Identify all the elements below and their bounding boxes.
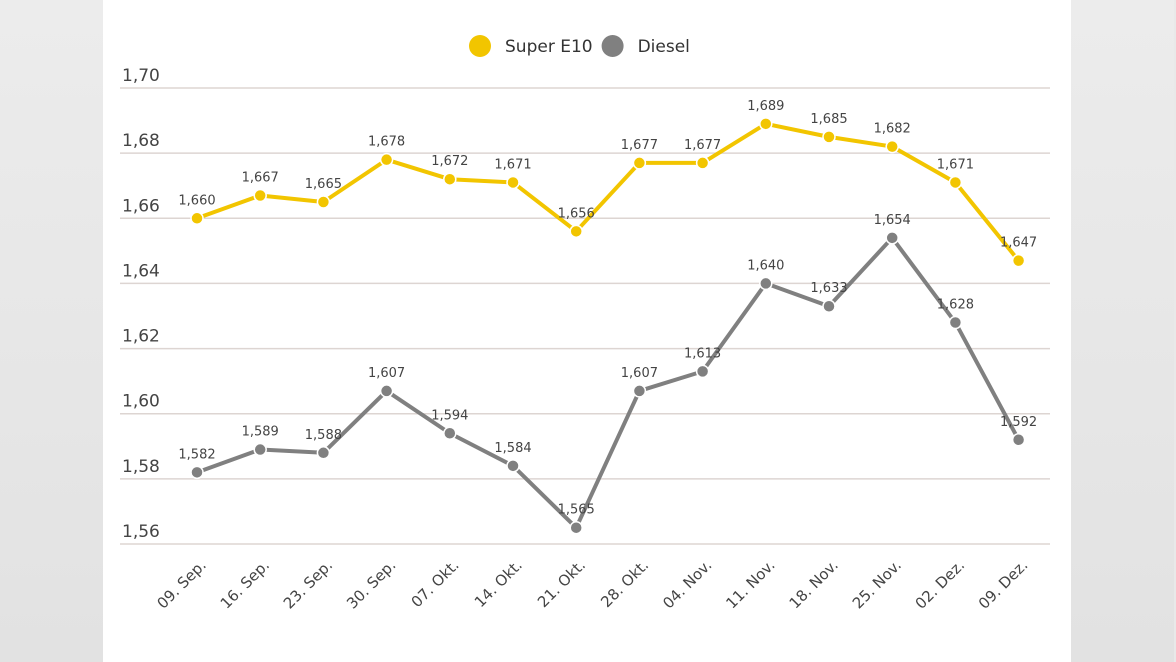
data-label: 1,628 (937, 298, 974, 313)
data-label: 1,677 (684, 138, 721, 153)
blurred-background-left (0, 0, 103, 662)
data-point (316, 195, 331, 209)
series-line (196, 121, 1021, 262)
legend-marker (601, 35, 624, 57)
data-label: 1,685 (810, 112, 847, 127)
data-label: 1,565 (558, 503, 595, 518)
series-super-e10: 1,660 1,667 1,665 1,678 1,672 1,671 1,656 1,677… (178, 99, 1037, 268)
data-label: 1,671 (494, 157, 531, 172)
data-point (379, 384, 394, 398)
x-tick-label: 07. Okt. (408, 556, 463, 611)
data-point (253, 442, 267, 457)
data-point (253, 188, 267, 203)
data-label: 1,654 (874, 213, 911, 228)
y-tick-label: 1,64 (122, 261, 160, 281)
x-tick-label: 14. Okt. (471, 556, 526, 611)
data-point (1011, 253, 1026, 268)
data-label: 1,594 (431, 408, 468, 423)
legend-marker (469, 35, 491, 57)
x-tick-label: 04. Nov. (659, 556, 715, 612)
legend: Super E10 Diesel (469, 35, 690, 57)
x-tick-label: 21. Okt. (534, 556, 589, 611)
data-label: 1,582 (178, 447, 215, 462)
data-point (190, 211, 204, 226)
data-label: 1,588 (305, 428, 342, 443)
data-label: 1,592 (1000, 415, 1037, 430)
y-tick-label: 1,58 (122, 457, 160, 477)
y-tick-label: 1,62 (122, 327, 160, 347)
data-point (632, 156, 647, 170)
data-point (822, 130, 836, 144)
data-label: 1,682 (874, 122, 911, 137)
data-label: 1,613 (684, 346, 721, 361)
x-tick-label: 09. Dez. (975, 556, 1032, 613)
data-point (885, 231, 899, 245)
data-label: 1,607 (621, 366, 658, 381)
x-tick-label: 23. Sep. (280, 556, 336, 612)
data-point (569, 520, 583, 535)
data-point (443, 426, 457, 441)
y-tick-label: 1,60 (122, 392, 160, 412)
data-point (1011, 433, 1026, 447)
data-point (569, 224, 583, 239)
y-tick-label: 1,68 (122, 131, 160, 151)
x-tick-label: 18. Nov. (786, 556, 842, 612)
data-label: 1,660 (178, 193, 215, 208)
x-tick-label: 16. Sep. (217, 556, 273, 612)
blurred-background-right (1071, 0, 1174, 662)
y-tick-label: 1,70 (122, 66, 160, 86)
data-label: 1,647 (1000, 236, 1037, 251)
x-tick-label: 02. Dez. (912, 556, 969, 613)
data-point (443, 172, 457, 186)
y-tick-label: 1,66 (122, 196, 160, 216)
data-label: 1,656 (558, 206, 595, 221)
legend-label: Super E10 (505, 37, 593, 57)
data-point (759, 117, 773, 131)
data-point (695, 156, 710, 170)
data-label: 1,607 (368, 366, 405, 381)
series-diesel: 1,582 1,589 1,588 1,607 1,594 1,584 1,565 1,607… (178, 213, 1037, 535)
data-point (632, 384, 647, 398)
series-line (196, 235, 1021, 530)
data-point (506, 459, 520, 473)
data-point (822, 299, 836, 313)
x-tick-label: 09. Sep. (153, 556, 209, 612)
data-point (506, 175, 520, 190)
data-label: 1,633 (810, 281, 847, 296)
data-label: 1,589 (242, 425, 279, 440)
data-label: 1,677 (621, 138, 658, 153)
data-point (948, 315, 963, 330)
data-label: 1,689 (747, 99, 784, 114)
x-tick-label: 11. Nov. (722, 556, 778, 612)
data-label: 1,678 (368, 135, 405, 150)
x-tick-label: 28. Okt. (597, 556, 652, 611)
data-label: 1,667 (242, 170, 279, 185)
chart-panel (103, 0, 1071, 662)
data-label: 1,672 (431, 154, 468, 169)
data-point (379, 152, 394, 167)
data-point (190, 465, 204, 480)
x-tick-label: 25. Nov. (849, 556, 905, 612)
data-point (948, 175, 963, 190)
y-tick-label: 1,56 (122, 522, 160, 542)
x-tick-label: 30. Sep. (343, 556, 399, 612)
data-label: 1,671 (937, 157, 974, 172)
data-point (759, 276, 773, 291)
data-label: 1,584 (494, 441, 531, 456)
data-point (885, 139, 899, 154)
data-point (695, 364, 710, 379)
legend-label: Diesel (638, 37, 690, 57)
data-point (316, 446, 331, 460)
data-label: 1,665 (305, 177, 342, 192)
data-label: 1,640 (747, 258, 784, 273)
